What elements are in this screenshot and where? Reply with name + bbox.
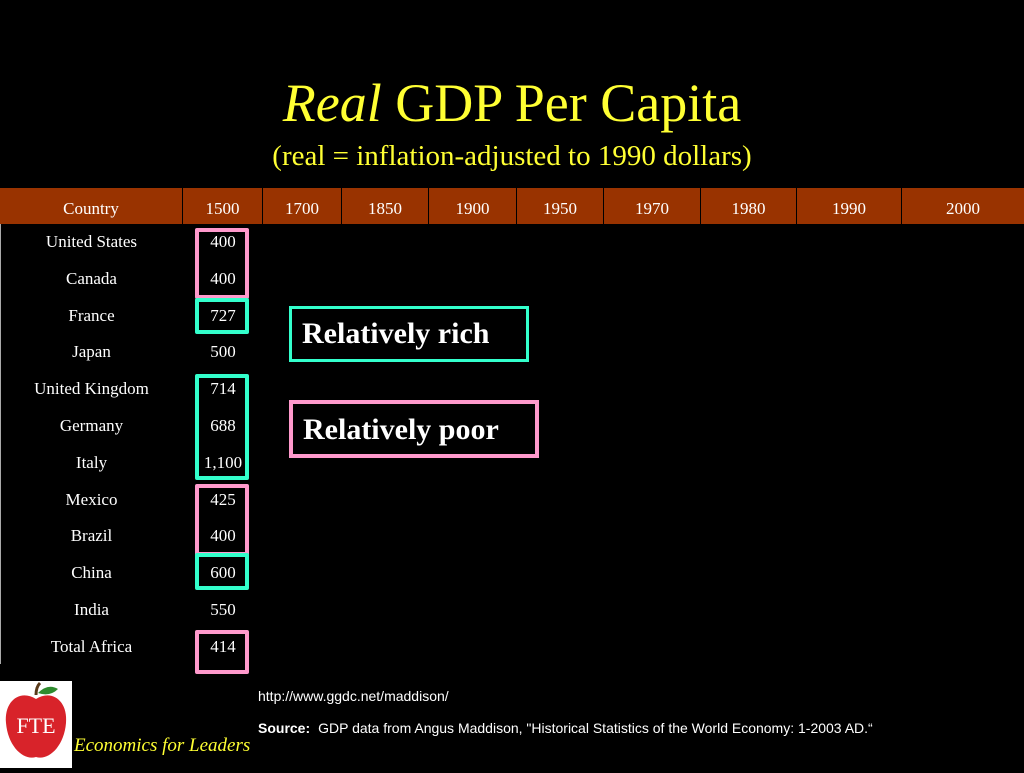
cell-country: Germany bbox=[59, 416, 124, 435]
legend-relatively-rich: Relatively rich bbox=[289, 306, 529, 362]
poor-highlight-africa bbox=[195, 630, 249, 674]
table-row: United Kingdom 714 bbox=[0, 371, 1024, 408]
fte-logo: FTE bbox=[0, 681, 72, 768]
rich-highlight-france bbox=[195, 298, 249, 334]
header-1700: 1700 bbox=[263, 188, 342, 224]
cell-country: Total Africa bbox=[50, 636, 133, 656]
header-1500: 1500 bbox=[183, 188, 263, 224]
cell-1500: 600 bbox=[210, 563, 236, 583]
header-1950: 1950 bbox=[517, 188, 604, 224]
table-row: India 550 bbox=[0, 592, 1024, 629]
cell-country: Mexico bbox=[65, 489, 118, 509]
cell-country: Brazil bbox=[70, 526, 113, 546]
cell-1500: 414 bbox=[210, 636, 236, 656]
cell-1500: 688 bbox=[210, 416, 236, 435]
cell-1500: 1,100 bbox=[203, 452, 243, 472]
title-rest: GDP Per Capita bbox=[395, 73, 742, 133]
rich-highlight-uk-germany-italy bbox=[195, 374, 249, 480]
slide-subtitle: (real = inflation-adjusted to 1990 dolla… bbox=[272, 140, 752, 172]
apple-logo-icon: FTE bbox=[5, 681, 67, 758]
cell-1500: 400 bbox=[210, 526, 236, 546]
cell-1500: 400 bbox=[210, 232, 236, 251]
table-row: Canada 400 bbox=[0, 261, 1024, 298]
cell-country: United States bbox=[45, 232, 138, 251]
cell-country: Japan bbox=[72, 342, 111, 362]
table-row: Italy 1,100 bbox=[0, 445, 1024, 482]
tagline: Economics for Leaders bbox=[74, 735, 251, 756]
cell-country: China bbox=[71, 563, 112, 583]
cell-country: United Kingdom bbox=[34, 379, 149, 399]
poor-highlight-mexico-brazil bbox=[195, 484, 249, 556]
header-1980: 1980 bbox=[701, 188, 797, 224]
table-row: United States 400 bbox=[0, 224, 1024, 261]
source-note: Source: GDP data from Angus Maddison, "Hi… bbox=[258, 720, 873, 736]
source-url[interactable]: http://www.ggdc.net/maddison/ bbox=[258, 688, 449, 704]
table-row: Brazil 400 bbox=[0, 518, 1024, 555]
header-1900: 1900 bbox=[429, 188, 517, 224]
slide-title: Real GDP Per Capita bbox=[0, 72, 1024, 134]
cell-1500: 714 bbox=[210, 379, 236, 399]
title-italic: Real bbox=[282, 73, 382, 133]
poor-highlight-us-canada bbox=[195, 228, 249, 299]
table-row: Japan 500 bbox=[0, 334, 1024, 371]
table-header-row: Country 1500 1700 1850 1900 1950 1970 19… bbox=[0, 188, 1024, 224]
table-row: Total Africa 414 bbox=[0, 629, 1024, 666]
cell-country: France bbox=[68, 305, 115, 325]
source-label: Source: bbox=[258, 720, 311, 736]
cell-country: India bbox=[74, 600, 109, 619]
table-left-border bbox=[0, 188, 1, 664]
cell-country: Canada bbox=[66, 268, 117, 288]
table-row: China 600 bbox=[0, 555, 1024, 592]
cell-country: Italy bbox=[75, 452, 108, 472]
table-row: Germany 688 bbox=[0, 408, 1024, 445]
table-row: France 727 bbox=[0, 298, 1024, 335]
rich-highlight-china bbox=[195, 553, 249, 590]
cell-1500: 500 bbox=[210, 342, 236, 362]
cell-1500: 425 bbox=[210, 489, 236, 509]
header-country: Country bbox=[0, 188, 183, 224]
header-1970: 1970 bbox=[604, 188, 701, 224]
logo-text: FTE bbox=[16, 713, 55, 738]
legend-relatively-poor: Relatively poor bbox=[289, 400, 539, 458]
cell-1500: 550 bbox=[210, 600, 236, 619]
header-1990: 1990 bbox=[797, 188, 902, 224]
header-2000: 2000 bbox=[946, 199, 980, 218]
table-row: Mexico 425 bbox=[0, 482, 1024, 519]
source-text: GDP data from Angus Maddison, "Historica… bbox=[318, 720, 873, 736]
cell-1500: 400 bbox=[210, 268, 236, 288]
header-1850: 1850 bbox=[342, 188, 429, 224]
cell-1500: 727 bbox=[210, 305, 236, 325]
